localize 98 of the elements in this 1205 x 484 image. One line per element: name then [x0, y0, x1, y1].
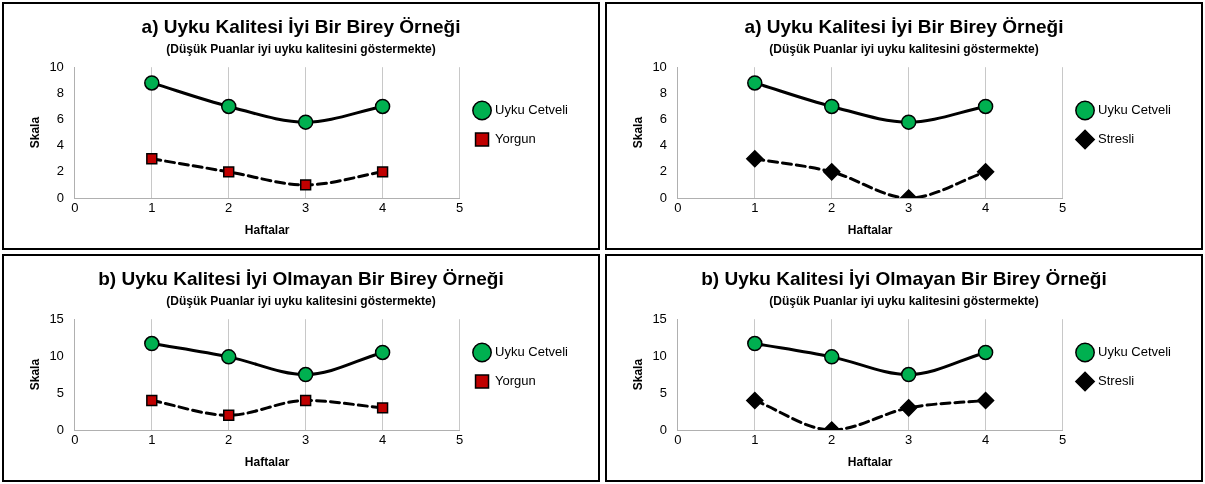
x-tick-label: 1 [751, 432, 759, 448]
point [900, 366, 917, 383]
point [746, 150, 764, 168]
point [374, 344, 391, 361]
point [746, 391, 764, 410]
x-tick-label: 0 [71, 200, 79, 216]
chart-subtitle: (Düşük Puanlar iyi uyku kalitesini göstermekte) [769, 294, 1039, 309]
x-tick-label: 2 [828, 432, 836, 448]
x-axis-title: Haftalar [847, 455, 893, 470]
x-tick-label: 2 [225, 200, 233, 216]
x-tick-label: 0 [674, 432, 682, 448]
x-tick-label: 3 [302, 200, 310, 216]
x-tick-label: 0 [674, 200, 682, 216]
legend-label: Stresli [1098, 373, 1135, 389]
point [223, 166, 235, 178]
point [900, 114, 917, 130]
point [822, 163, 841, 181]
y-tick-label: 4 [659, 137, 667, 153]
y-tick-label: 4 [56, 137, 64, 153]
point [374, 98, 391, 115]
point [220, 98, 237, 115]
chart-subtitle: (Düşük Puanlar iyi uyku kalitesini göstermekte) [166, 294, 436, 309]
point [376, 402, 389, 414]
point [747, 335, 763, 352]
point [297, 114, 314, 130]
point [977, 98, 994, 115]
point [976, 391, 995, 410]
point [146, 153, 158, 165]
y-tick-label: 8 [659, 84, 667, 100]
x-tick-label: 5 [455, 200, 464, 216]
y-axis-title: Skala [27, 116, 42, 149]
chart-title: a) Uyku Kalitesi İyi Bir Birey Örneği [744, 15, 1064, 37]
legend-label: Yorgun [495, 373, 536, 389]
point [223, 409, 235, 421]
y-tick-label: 5 [56, 384, 64, 400]
x-tick-label: 1 [148, 200, 156, 216]
x-tick-label: 4 [378, 200, 387, 216]
x-tick-label: 3 [905, 200, 913, 216]
legend-label: Uyku Cetveli [495, 102, 569, 118]
chart-subtitle: (Düşük Puanlar iyi uyku kalitesini göstermekte) [166, 42, 436, 57]
x-tick-label: 1 [751, 200, 759, 216]
y-axis-title: Skala [630, 116, 645, 149]
point [747, 75, 763, 91]
x-tick-label: 5 [1058, 200, 1067, 216]
legend-label: Uyku Cetveli [495, 344, 569, 360]
point [977, 344, 994, 361]
y-tick-label: 2 [56, 163, 64, 179]
x-tick-label: 3 [302, 432, 310, 448]
y-tick-label: 0 [659, 421, 667, 437]
x-tick-label: 0 [71, 432, 79, 448]
x-tick-label: 2 [225, 432, 233, 448]
point [976, 163, 995, 181]
chart-title: b) Uyku Kalitesi İyi Olmayan Bir Birey Örneği [701, 267, 1107, 289]
point [823, 98, 840, 115]
x-tick-label: 4 [981, 432, 990, 448]
y-tick-label: 10 [652, 58, 667, 74]
y-tick-label: 2 [659, 163, 667, 179]
y-tick-label: 0 [659, 189, 667, 205]
point [144, 335, 160, 352]
x-axis-title: Haftalar [244, 455, 290, 470]
y-tick-label: 10 [652, 347, 667, 363]
x-tick-label: 5 [1058, 432, 1067, 448]
x-tick-label: 1 [148, 432, 156, 448]
legend-label: Uyku Cetveli [1098, 344, 1172, 360]
x-axis-title: Haftalar [244, 223, 290, 238]
y-tick-label: 15 [49, 310, 64, 326]
point [376, 166, 389, 178]
chart-title: a) Uyku Kalitesi İyi Bir Birey Örneği [141, 15, 461, 37]
x-axis-title: Haftalar [847, 223, 893, 238]
legend-label: Yorgun [495, 131, 536, 147]
point [297, 366, 314, 383]
legend-label: Uyku Cetveli [1098, 102, 1172, 118]
point [299, 394, 312, 407]
point [899, 399, 918, 417]
x-tick-label: 5 [455, 432, 464, 448]
x-tick-label: 2 [828, 200, 836, 216]
y-axis-title: Skala [630, 358, 645, 391]
point [220, 349, 237, 365]
legend-label: Stresli [1098, 131, 1135, 147]
y-tick-label: 6 [56, 111, 64, 127]
y-tick-label: 5 [659, 384, 667, 400]
chart-title: b) Uyku Kalitesi İyi Olmayan Bir Birey Örneği [98, 267, 504, 289]
y-tick-label: 10 [49, 58, 64, 74]
point [823, 349, 840, 365]
y-tick-label: 6 [659, 111, 667, 127]
y-tick-label: 0 [56, 421, 64, 437]
point [146, 394, 158, 407]
y-axis-title: Skala [27, 358, 42, 391]
chart-subtitle: (Düşük Puanlar iyi uyku kalitesini göstermekte) [769, 42, 1039, 57]
y-tick-label: 15 [652, 310, 667, 326]
y-tick-label: 10 [49, 347, 64, 363]
x-tick-label: 4 [981, 200, 990, 216]
x-tick-label: 3 [905, 432, 913, 448]
x-tick-label: 4 [378, 432, 387, 448]
point [144, 75, 160, 91]
y-tick-label: 8 [56, 84, 64, 100]
point [299, 179, 312, 191]
y-tick-label: 0 [56, 189, 64, 205]
